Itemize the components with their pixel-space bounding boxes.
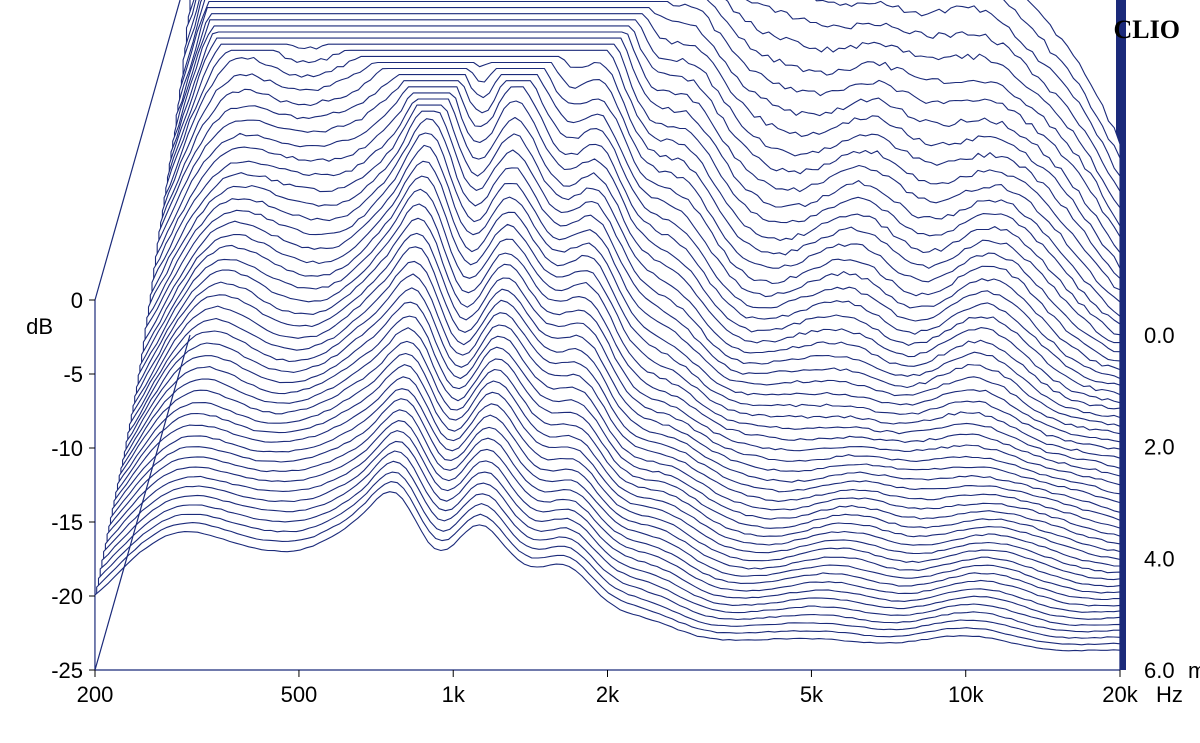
svg-text:10k: 10k <box>948 682 984 707</box>
svg-text:0: 0 <box>71 288 83 313</box>
waterfall-slices <box>95 0 1120 670</box>
svg-text:200: 200 <box>77 682 114 707</box>
svg-text:2.0: 2.0 <box>1144 435 1175 460</box>
svg-text:4.0: 4.0 <box>1144 546 1175 571</box>
z-axis-label: ms <box>1188 658 1200 683</box>
x-axis-ticks <box>95 670 1120 677</box>
watermark: CLIO <box>1114 15 1180 44</box>
svg-text:500: 500 <box>281 682 318 707</box>
svg-text:-10: -10 <box>51 436 83 461</box>
svg-text:6.0: 6.0 <box>1144 658 1175 683</box>
y-axis-label: dB <box>26 314 53 339</box>
svg-text:20k: 20k <box>1102 682 1138 707</box>
waterfall-svg: 0 -5 -10 -15 -20 -25 dB 200 500 1k 2k 5k 10k 20k Hz 0.0… <box>0 0 1200 743</box>
x-axis-label: Hz <box>1156 682 1183 707</box>
svg-text:-5: -5 <box>63 362 83 387</box>
right-wall-strip <box>1120 0 1126 670</box>
svg-text:-20: -20 <box>51 584 83 609</box>
svg-text:0.0: 0.0 <box>1144 323 1175 348</box>
svg-text:-15: -15 <box>51 510 83 535</box>
svg-text:-25: -25 <box>51 658 83 683</box>
svg-text:1k: 1k <box>442 682 466 707</box>
svg-text:2k: 2k <box>596 682 620 707</box>
svg-text:5k: 5k <box>800 682 824 707</box>
waterfall-chart: 0 -5 -10 -15 -20 -25 dB 200 500 1k 2k 5k 10k 20k Hz 0.0… <box>0 0 1200 743</box>
y-axis-ticks <box>89 300 95 670</box>
